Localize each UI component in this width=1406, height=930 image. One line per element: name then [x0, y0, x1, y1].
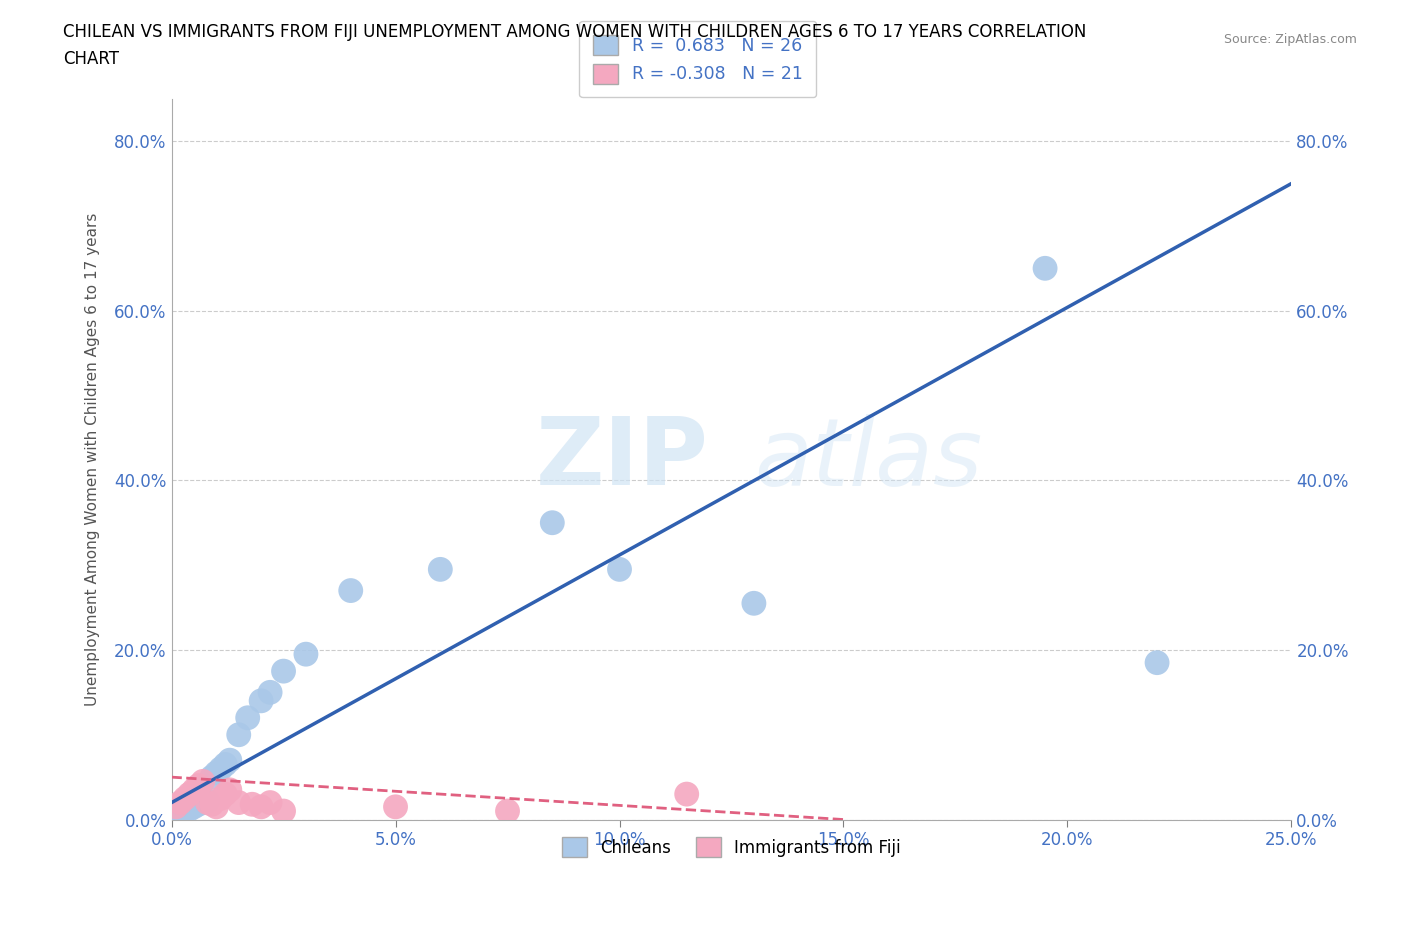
- Point: [209, 762, 232, 777]
- Point: [742, 596, 765, 611]
- Point: [174, 804, 197, 818]
- Point: [197, 793, 219, 808]
- Point: [1146, 656, 1168, 671]
- Text: atlas: atlas: [754, 414, 983, 505]
- Point: [179, 802, 201, 817]
- Point: [496, 804, 519, 818]
- Point: [384, 800, 406, 815]
- Point: [183, 800, 205, 815]
- Point: [273, 804, 295, 818]
- Point: [201, 797, 224, 812]
- Point: [197, 795, 219, 810]
- Point: [205, 765, 228, 780]
- Point: [201, 770, 224, 785]
- Point: [169, 795, 191, 810]
- Point: [187, 778, 209, 793]
- Point: [609, 562, 631, 577]
- Point: [191, 795, 214, 810]
- Point: [250, 800, 273, 815]
- Point: [183, 782, 205, 797]
- Point: [259, 684, 281, 699]
- Point: [236, 711, 259, 725]
- Point: [165, 800, 187, 815]
- Text: ZIP: ZIP: [536, 413, 709, 505]
- Point: [169, 805, 191, 820]
- Point: [259, 795, 281, 810]
- Point: [228, 727, 250, 742]
- Text: CHILEAN VS IMMIGRANTS FROM FIJI UNEMPLOYMENT AMONG WOMEN WITH CHILDREN AGES 6 TO: CHILEAN VS IMMIGRANTS FROM FIJI UNEMPLOY…: [63, 23, 1087, 68]
- Point: [174, 790, 197, 805]
- Point: [541, 515, 564, 530]
- Point: [295, 646, 318, 661]
- Point: [1033, 261, 1056, 276]
- Y-axis label: Unemployment Among Women with Children Ages 6 to 17 years: Unemployment Among Women with Children A…: [86, 212, 100, 706]
- Point: [209, 790, 232, 805]
- Point: [214, 787, 236, 802]
- Legend: Chileans, Immigrants from Fiji: Chileans, Immigrants from Fiji: [550, 825, 912, 869]
- Point: [228, 795, 250, 810]
- Point: [429, 562, 451, 577]
- Text: Source: ZipAtlas.com: Source: ZipAtlas.com: [1223, 33, 1357, 46]
- Point: [165, 808, 187, 823]
- Point: [218, 782, 240, 797]
- Point: [339, 583, 361, 598]
- Point: [218, 752, 240, 767]
- Point: [205, 800, 228, 815]
- Point: [187, 797, 209, 812]
- Point: [214, 757, 236, 772]
- Point: [191, 774, 214, 789]
- Point: [273, 664, 295, 679]
- Point: [250, 694, 273, 709]
- Point: [240, 797, 263, 812]
- Point: [675, 787, 697, 802]
- Point: [179, 787, 201, 802]
